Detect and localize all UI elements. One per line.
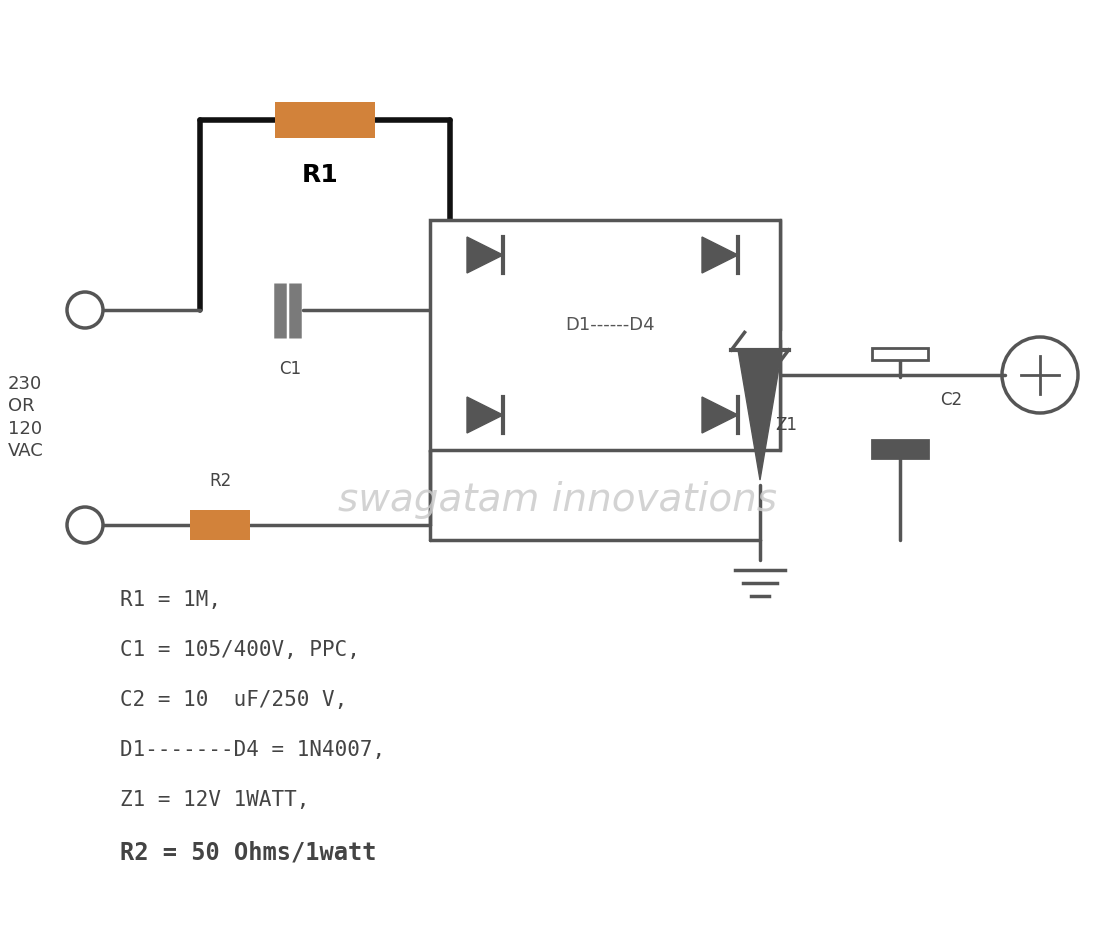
Text: Z1 = 12V 1WATT,: Z1 = 12V 1WATT, <box>121 790 309 810</box>
Text: R2 = 50 Ohms/1watt: R2 = 50 Ohms/1watt <box>121 840 376 864</box>
Bar <box>190 510 250 540</box>
Bar <box>872 440 929 458</box>
Text: C2: C2 <box>940 391 962 409</box>
Text: C1 = 105/400V, PPC,: C1 = 105/400V, PPC, <box>121 640 359 660</box>
Bar <box>872 348 929 360</box>
Bar <box>430 220 780 450</box>
Text: R2: R2 <box>209 472 231 490</box>
Text: R1: R1 <box>301 163 338 187</box>
Polygon shape <box>466 237 503 273</box>
Text: 230
OR
120
VAC: 230 OR 120 VAC <box>8 375 44 459</box>
Text: Z1: Z1 <box>775 416 797 434</box>
Text: D1-------D4 = 1N4007,: D1-------D4 = 1N4007, <box>121 740 385 760</box>
Text: R1 = 1M,: R1 = 1M, <box>121 590 221 610</box>
Polygon shape <box>466 397 503 433</box>
Bar <box>275 102 375 138</box>
Text: D1------D4: D1------D4 <box>565 316 655 334</box>
Polygon shape <box>702 397 738 433</box>
Polygon shape <box>738 350 782 480</box>
Polygon shape <box>702 237 738 273</box>
Text: C1: C1 <box>279 360 301 378</box>
Text: swagatam innovations: swagatam innovations <box>338 481 778 519</box>
Text: C2 = 10  uF/250 V,: C2 = 10 uF/250 V, <box>121 690 347 710</box>
